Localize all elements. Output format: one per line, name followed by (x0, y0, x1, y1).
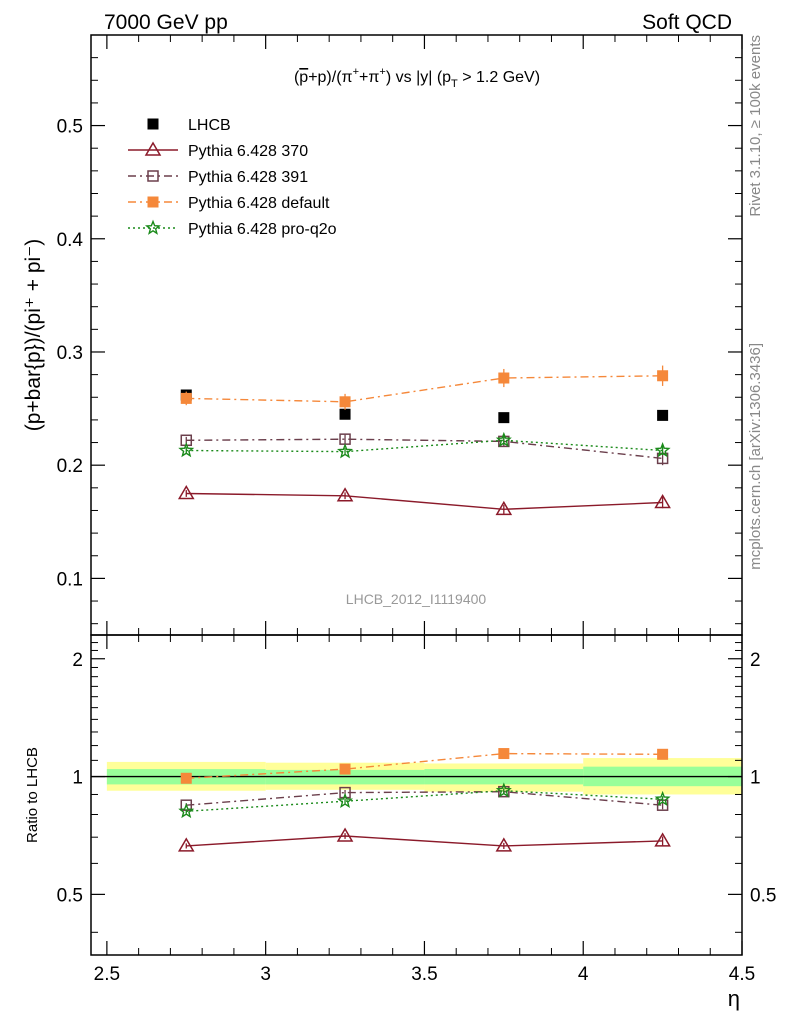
data-point (339, 408, 351, 420)
plot-title-sup1: + (353, 66, 359, 78)
data-point (654, 442, 671, 458)
legend-marker (144, 141, 162, 156)
data-point (337, 792, 354, 809)
data-point (336, 487, 354, 502)
y-tick-label: 0.3 (57, 343, 83, 364)
series-line (186, 492, 663, 511)
ratio-panel-frame (90, 634, 743, 956)
plot-title-mid: +p)/(π (308, 69, 352, 86)
legend-label: Pythia 6.428 default (188, 195, 330, 212)
plot-title-sub: T (451, 78, 458, 90)
series-line (186, 438, 663, 460)
data-point (180, 392, 192, 404)
y-tick-label: 0.1 (57, 569, 83, 590)
data-point (180, 772, 192, 784)
data-point (498, 785, 510, 798)
data-point (495, 837, 513, 852)
data-point (177, 837, 195, 852)
x-tick-label: 2.5 (94, 964, 120, 985)
x-tick-label: 3.5 (411, 964, 437, 985)
data-point (178, 802, 195, 819)
series-line (186, 752, 663, 779)
header-left-title: 7000 GeV pp (104, 11, 228, 34)
ratio-y-tick-label-right: 1 (750, 768, 761, 789)
plot-title-pbar: p (299, 69, 308, 86)
data-point (337, 443, 354, 459)
series-5 (178, 431, 671, 459)
main-y-axis-label: (p+bar{p})/(pi⁺ + pi⁻) (22, 239, 45, 432)
data-point (177, 485, 195, 500)
data-point (339, 396, 351, 408)
main-plot-panel: 0.10.20.30.40.5 (p+p)/(π++π+) vs |y| (pT… (57, 34, 743, 636)
data-point (495, 431, 512, 448)
data-point (495, 782, 512, 798)
data-point (498, 748, 510, 760)
data-point (654, 790, 671, 807)
data-point (336, 827, 354, 842)
legend-label: Pythia 6.428 391 (188, 169, 308, 186)
ratio-plot-panel: 0.5 0.5 1 1 2 2 2.5 3 3.5 4 4.5 (57, 634, 776, 985)
ratio-y-tick-label: 1 (72, 768, 83, 789)
data-point (654, 832, 671, 847)
series-line (186, 375, 663, 403)
x-tick-label: 4.5 (729, 964, 755, 985)
legend-marker (147, 118, 159, 130)
data-point (498, 412, 510, 424)
series-4 (178, 782, 671, 819)
series-line (186, 790, 663, 806)
ratio-y-tick-label-right: 0.5 (750, 885, 776, 906)
x-tick-label: 3 (260, 964, 271, 985)
x-tick-label: 4 (578, 964, 589, 985)
series-4 (180, 365, 669, 410)
legend-marker (147, 170, 159, 182)
data-point (657, 748, 669, 760)
header-right-title: Soft QCD (642, 11, 732, 34)
plot-title-end: ) vs |y| (p (386, 69, 451, 86)
x-axis-label: η (728, 986, 740, 1011)
legend-item: Pythia 6.428 391 (128, 169, 308, 186)
legend-item: Pythia 6.428 370 (128, 141, 308, 160)
data-point (657, 370, 669, 382)
plot-title-tail: > 1.2 GeV) (458, 69, 540, 86)
legend-label: Pythia 6.428 370 (188, 143, 308, 160)
data-point (657, 409, 669, 421)
ratio-y-tick-label-right: 2 (750, 650, 761, 671)
legend-label: Pythia 6.428 pro-q2o (188, 221, 337, 238)
y-tick-label: 0.2 (57, 456, 83, 477)
series-1 (177, 827, 671, 852)
series-2 (177, 485, 671, 516)
legend-label: LHCB (188, 117, 231, 134)
ratio-y-tick-label: 0.5 (57, 885, 83, 906)
ratio-y-tick-label: 2 (72, 650, 83, 671)
data-point (495, 500, 513, 516)
legend: LHCB Pythia 6.428 370 Pythia 6.428 391 Pyth… (128, 117, 337, 238)
data-point (498, 372, 510, 384)
series-3 (180, 748, 669, 784)
legend-marker (144, 219, 162, 235)
ratio-y-axis-label: Ratio to LHCB (24, 747, 41, 843)
legend-item: Pythia 6.428 pro-q2o (128, 219, 337, 238)
data-point (339, 786, 351, 799)
y-tick-label: 0.4 (57, 230, 84, 251)
mcplots-label: mcplots.cern.ch [arXiv:1306.3436] (747, 343, 764, 570)
data-point (178, 442, 195, 458)
data-point (654, 494, 671, 509)
legend-item: Pythia 6.428 default (128, 195, 330, 212)
series-line (186, 835, 663, 847)
watermark: LHCB_2012_I1119400 (346, 591, 487, 607)
legend-item: LHCB (147, 117, 231, 134)
y-tick-label: 0.5 (57, 117, 83, 138)
legend-marker (147, 196, 159, 208)
plot-title-sup2: + (379, 66, 385, 78)
data-point (339, 763, 351, 775)
rivet-label: Rivet 3.1.10, ≥ 100k events (747, 35, 764, 217)
plot-title-pi2: +π (359, 69, 379, 86)
